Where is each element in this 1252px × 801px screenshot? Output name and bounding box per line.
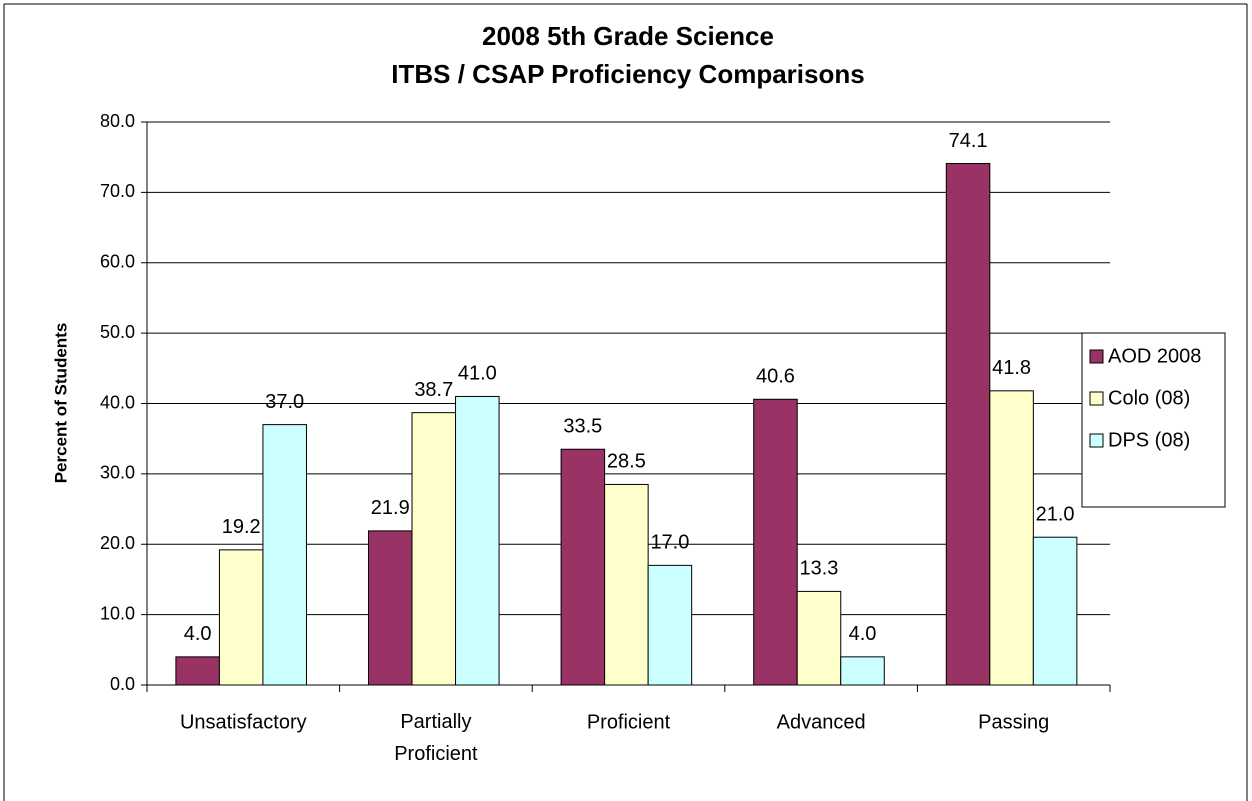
chart-title: 2008 5th Grade Science: [482, 21, 774, 51]
data-label: 41.8: [992, 357, 1031, 379]
data-label: 40.6: [756, 366, 795, 388]
y-tick-label: 10.0: [100, 603, 135, 623]
data-label: 37.0: [265, 391, 304, 413]
data-label: 21.9: [371, 497, 410, 519]
bar: [796, 590, 842, 686]
legend-swatch: [1089, 433, 1104, 448]
data-label: 4.0: [184, 623, 212, 645]
x-tick-label: Unsatisfactory: [180, 711, 307, 733]
bar: [455, 395, 500, 686]
bar: [604, 483, 649, 686]
bar: [1032, 536, 1078, 686]
y-tick-label: 80.0: [100, 111, 135, 131]
y-tick-label: 50.0: [100, 322, 135, 342]
bar: [175, 656, 220, 686]
legend-label: AOD 2008: [1108, 345, 1201, 367]
legend-label: DPS (08): [1108, 429, 1190, 451]
y-tick-label: 60.0: [100, 252, 135, 272]
data-label: 19.2: [222, 516, 261, 538]
bar: [218, 549, 264, 686]
legend-label: Colo (08): [1108, 387, 1190, 409]
bar: [262, 424, 307, 686]
data-label: 17.0: [650, 532, 689, 554]
y-tick-label: 30.0: [100, 463, 135, 483]
y-tick-label: 40.0: [100, 392, 135, 412]
data-label: 74.1: [949, 130, 988, 152]
bar: [753, 398, 798, 686]
legend-swatch: [1089, 349, 1104, 364]
data-label: 38.7: [414, 379, 453, 401]
legend-swatch: [1089, 391, 1104, 406]
bar: [367, 530, 413, 686]
data-label: 33.5: [563, 416, 602, 438]
data-label: 4.0: [849, 623, 877, 645]
data-label: 41.0: [458, 363, 497, 385]
y-tick-label: 70.0: [100, 181, 135, 201]
x-tick-label: Advanced: [777, 711, 866, 733]
bar: [647, 564, 693, 686]
bar: [560, 448, 606, 686]
data-label: 21.0: [1036, 503, 1075, 525]
x-tick-label: Passing: [978, 711, 1049, 733]
x-tick-label: Proficient: [587, 711, 671, 733]
y-axis-label: Percent of Students: [51, 323, 70, 484]
y-tick-label: 0.0: [110, 674, 135, 694]
bar: [840, 656, 885, 686]
bar: [989, 390, 1034, 686]
bar: [411, 412, 457, 686]
x-tick-label: Partially Proficient: [394, 711, 478, 765]
bar: [945, 163, 991, 686]
data-label: 13.3: [800, 558, 839, 580]
chart-subtitle: ITBS / CSAP Proficiency Comparisons: [391, 59, 864, 89]
y-tick-label: 20.0: [100, 533, 135, 553]
legend-box: [1081, 332, 1226, 508]
data-label: 28.5: [607, 451, 646, 473]
